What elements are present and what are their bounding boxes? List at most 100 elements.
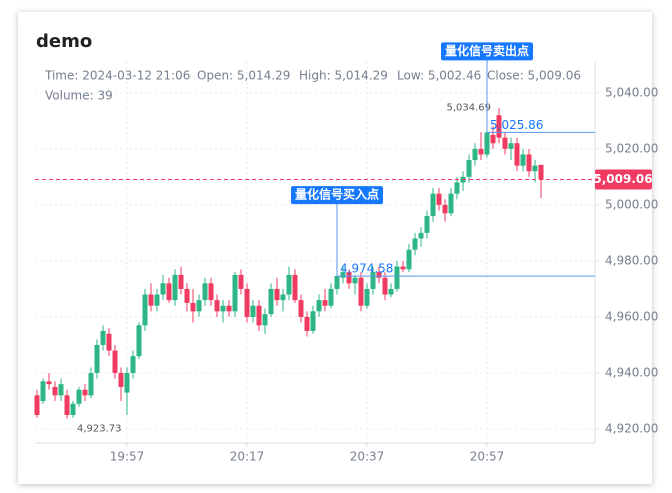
candle-body: [40, 381, 46, 401]
candle-body: [490, 134, 496, 144]
candle-body: [340, 272, 346, 278]
candle-body: [118, 372, 124, 387]
last-price-box: [595, 169, 652, 190]
candle-body: [358, 277, 364, 306]
last-price-label: 5,009.06: [593, 172, 652, 186]
candle-body: [34, 395, 40, 415]
candle-body: [286, 274, 292, 295]
candle-body: [478, 148, 484, 155]
x-tick-label: 20:17: [230, 450, 265, 464]
candle-body: [418, 232, 424, 239]
candle-body: [178, 274, 184, 289]
candle-body: [196, 300, 202, 312]
candle-body: [520, 154, 526, 166]
candle-body: [382, 277, 388, 295]
card: [18, 12, 652, 484]
candle-body: [106, 333, 112, 351]
candle-body: [100, 330, 106, 345]
candle-body: [70, 403, 76, 415]
signal-text: 量化信号买入点: [295, 187, 379, 202]
candle-body: [508, 143, 514, 149]
candle-body: [190, 302, 196, 312]
candle-body: [526, 154, 532, 172]
candle-body: [76, 389, 82, 404]
candle-body: [250, 305, 256, 317]
candle-body: [412, 238, 418, 250]
candle-body: [154, 294, 160, 306]
candle-body: [274, 288, 280, 301]
candle-body: [502, 137, 508, 149]
x-tick-label: 19:57: [110, 450, 145, 464]
candle-body: [424, 216, 430, 233]
candle-body: [220, 305, 226, 312]
candle-body: [484, 132, 490, 155]
candle-body: [328, 288, 334, 306]
candle-body: [292, 274, 298, 301]
signal-box: [291, 186, 383, 205]
candle-body: [58, 384, 64, 396]
candle-body: [160, 283, 166, 295]
candle-body: [496, 115, 502, 138]
signal-text: 量化信号卖出点: [445, 43, 529, 58]
y-tick-label: 4,940.00: [605, 365, 658, 379]
candle-body: [442, 204, 448, 214]
candle-body: [226, 305, 232, 312]
candle-body: [310, 311, 316, 331]
candle-body: [436, 193, 442, 205]
y-tick-label: 5,000.00: [605, 197, 658, 211]
candle-body: [112, 350, 118, 373]
candle-body: [238, 274, 244, 289]
candle-body: [364, 288, 370, 306]
y-tick-label: 4,980.00: [605, 253, 658, 267]
candle-body: [430, 193, 436, 217]
candle-body: [400, 266, 406, 270]
candle-body: [454, 182, 460, 194]
candle-body: [466, 160, 472, 177]
candle-body: [334, 276, 340, 289]
candle-body: [232, 274, 238, 312]
candle-body: [352, 277, 358, 284]
candle-body: [142, 294, 148, 326]
tooltip-text: Time: 2024-03-12 21:06: [44, 69, 190, 83]
candle-body: [376, 272, 382, 278]
candle-body: [136, 325, 142, 357]
candle-body: [304, 316, 310, 331]
candle-body: [148, 294, 154, 306]
candle-body: [538, 164, 544, 180]
candle-body: [448, 193, 454, 214]
max-label: 5,034.69: [446, 103, 491, 114]
candle-body: [166, 283, 172, 301]
candle-body: [514, 143, 520, 166]
chart-title: demo: [36, 31, 92, 52]
tooltip-text: Close: 5,009.06: [487, 69, 581, 83]
tooltip-text: Open: 5,014.29: [197, 69, 290, 83]
candle-body: [124, 372, 130, 393]
x-tick-label: 20:37: [350, 450, 385, 464]
y-tick-label: 5,040.00: [605, 85, 658, 99]
candle-body: [262, 314, 268, 326]
candle-body: [82, 389, 88, 396]
y-tick-label: 4,960.00: [605, 309, 658, 323]
candle-body: [316, 300, 322, 312]
candle-body: [244, 288, 250, 317]
candle-body: [256, 305, 262, 326]
candle-body: [370, 272, 376, 289]
candle-body: [64, 395, 70, 415]
candle-body: [184, 288, 190, 303]
candle-body: [52, 386, 58, 396]
candle-body: [202, 283, 208, 301]
candle-body: [88, 372, 94, 396]
candle-body: [394, 266, 400, 289]
tooltip-text: Low: 5,002.46: [397, 69, 481, 83]
signal-value: 4,974.58: [340, 262, 393, 276]
candle-body: [298, 300, 304, 317]
candle-body: [94, 344, 100, 373]
candle-body: [46, 381, 52, 385]
candle-body: [346, 272, 352, 284]
candle-body: [322, 300, 328, 306]
signal-box: [441, 42, 533, 61]
candle-body: [280, 294, 286, 301]
x-tick-label: 20:57: [470, 450, 505, 464]
